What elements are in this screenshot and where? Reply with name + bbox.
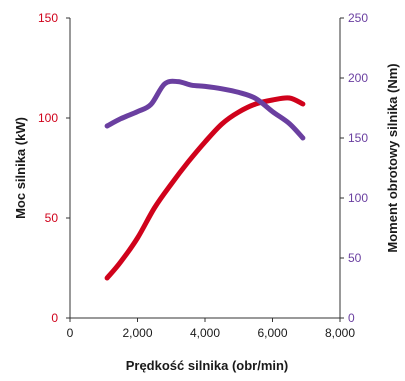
x-tick-label: 6,000 [257, 326, 287, 340]
x-tick-label: 0 [67, 326, 74, 340]
left-y-tick-label: 100 [38, 111, 58, 125]
x-axis-title: Prędkość silnika (obr/min) [126, 358, 289, 373]
right-y-tick-label: 0 [348, 311, 355, 325]
left-y-tick-label: 150 [38, 11, 58, 25]
right-y-tick-label: 50 [348, 251, 362, 265]
right-y-tick-label: 200 [348, 71, 368, 85]
x-tick-label: 4,000 [190, 326, 220, 340]
right-y-tick-label: 250 [348, 11, 368, 25]
left-y-tick-label: 0 [51, 311, 58, 325]
right-y-tick-label: 150 [348, 131, 368, 145]
right-y-tick-label: 100 [348, 191, 368, 205]
left-y-tick-label: 50 [45, 211, 59, 225]
right-y-axis-title: Moment obrotowy silnika (Nm) [385, 63, 400, 252]
left-y-axis-title: Moc silnika (kW) [13, 117, 28, 219]
series-layer [104, 78, 306, 281]
tick-layer: 0 2,000 4,000 6,000 8,0000501001500501001502… [38, 11, 368, 340]
power-series-line [104, 95, 306, 281]
x-tick-label: 8,000 [325, 326, 355, 340]
torque-series-line [104, 78, 306, 141]
x-tick-label: 2,000 [122, 326, 152, 340]
